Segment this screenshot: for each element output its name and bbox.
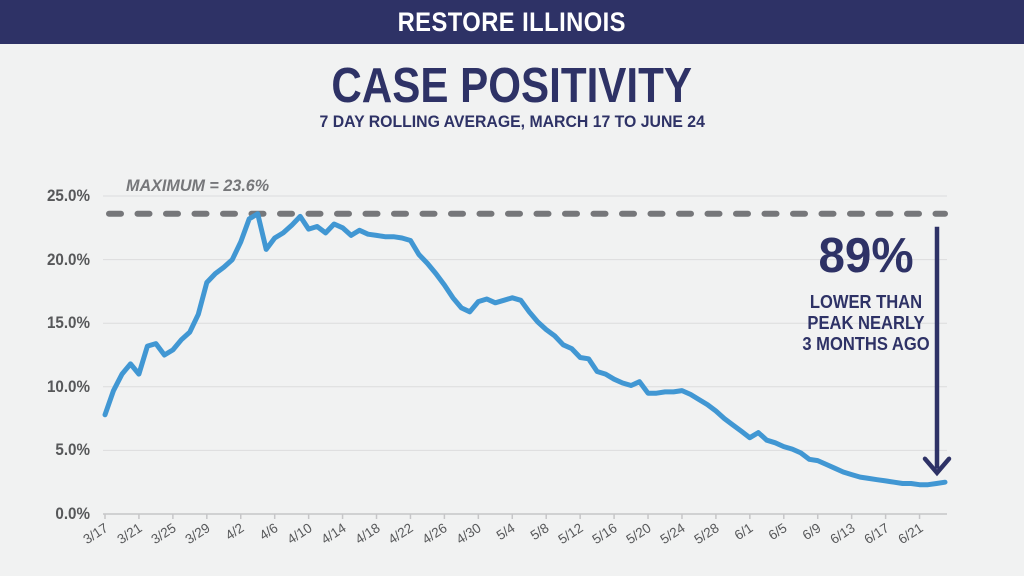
decline-caption-line: LOWER THAN — [809, 292, 923, 312]
y-tick-label: 25.0% — [46, 187, 90, 205]
y-tick-label: 5.0% — [55, 441, 90, 460]
chart-title: CASE POSITIVITY — [331, 59, 693, 113]
decline-caption-line: PEAK NEARLY — [807, 313, 925, 333]
header-title: RESTORE ILLINOIS — [397, 6, 627, 37]
positivity-line — [102, 211, 948, 488]
max-value-annotation: MAXIMUM = 23.6% — [126, 176, 270, 195]
decline-percentage: 89% — [818, 229, 914, 283]
y-tick-label: 0.0% — [55, 505, 90, 523]
y-tick-label: 10.0% — [46, 377, 90, 396]
header-banner: RESTORE ILLINOIS — [0, 0, 1024, 44]
decline-caption-line: 3 MONTHS AGO — [802, 334, 930, 354]
y-tick-label: 15.0% — [46, 314, 90, 333]
decline-callout: 89% LOWER THAN PEAK NEARLY 3 MONTHS AGO — [786, 232, 946, 355]
decline-caption: LOWER THAN PEAK NEARLY 3 MONTHS AGO — [792, 292, 939, 355]
decline-arrow-head — [922, 456, 952, 477]
y-tick-label: 20.0% — [46, 250, 90, 269]
chart-subtitle: 7 DAY ROLLING AVERAGE, MARCH 17 TO JUNE … — [319, 112, 705, 131]
